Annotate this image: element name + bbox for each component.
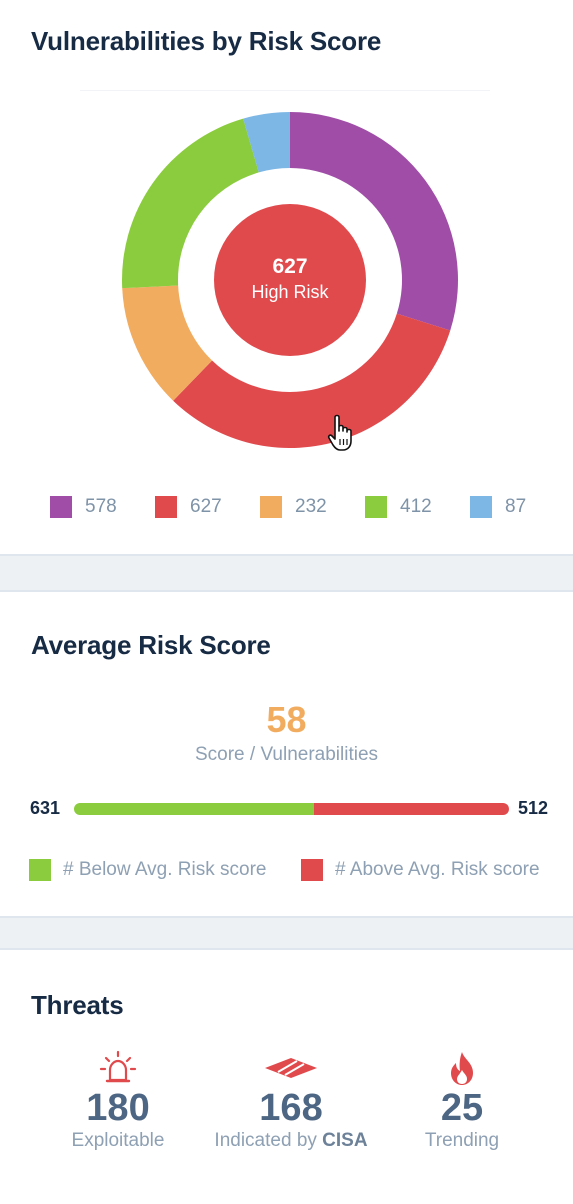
above-avg-label: # Above Avg. Risk score xyxy=(335,859,540,880)
below-avg-label: # Below Avg. Risk score xyxy=(63,859,267,880)
avg-card-title: Average Risk Score xyxy=(31,630,271,660)
legend-below-avg[interactable]: # Below Avg. Risk score xyxy=(29,857,266,883)
legend-item-0[interactable]: 578 xyxy=(50,494,117,520)
legend-item-1[interactable]: 627 xyxy=(155,494,222,520)
donut-slice-1[interactable] xyxy=(173,313,451,448)
threats-card-title: Threats xyxy=(31,990,124,1020)
title-divider xyxy=(80,90,490,91)
donut-slice-3[interactable] xyxy=(122,118,259,289)
threats-card: Threats 180 Exploitable 168 Indicated by… xyxy=(0,948,573,1204)
donut-card-title: Vulnerabilities by Risk Score xyxy=(31,26,382,56)
legend-value: 232 xyxy=(295,496,327,517)
risk-score-donut-chart: 627 High Risk xyxy=(122,112,458,448)
below-avg-swatch xyxy=(29,859,51,881)
donut-slice-0[interactable] xyxy=(290,112,458,331)
average-score-caption: Score / Vulnerabilities xyxy=(194,744,379,765)
trending-label: Trending xyxy=(424,1130,500,1151)
below-avg-count: 631 xyxy=(30,798,61,818)
donut-slice-4[interactable] xyxy=(243,112,290,173)
donut-legend: 578 627 232 412 87 xyxy=(0,494,573,520)
exploitable-label: Exploitable xyxy=(71,1130,165,1151)
cisa-icon xyxy=(265,1058,317,1078)
threat-indicated-by-cisa[interactable]: 168 Indicated by CISA xyxy=(206,1050,376,1152)
hand-pointer-cursor-icon xyxy=(327,414,352,451)
below-avg-bar-segment[interactable] xyxy=(74,803,315,815)
legend-value: 578 xyxy=(85,496,117,517)
legend-above-avg[interactable]: # Above Avg. Risk score xyxy=(301,857,540,883)
risk-split-bar xyxy=(74,803,509,815)
exploitable-count: 180 xyxy=(86,1087,150,1129)
legend-item-3[interactable]: 412 xyxy=(365,494,432,520)
legend-swatch xyxy=(155,496,177,518)
cisa-label: Indicated by CISA xyxy=(206,1130,376,1152)
center-label: High Risk xyxy=(251,282,329,302)
average-score-value: 58 xyxy=(266,699,307,740)
siren-icon xyxy=(99,1050,137,1083)
legend-swatch xyxy=(260,496,282,518)
above-avg-count: 512 xyxy=(518,798,549,818)
flame-icon xyxy=(451,1052,473,1085)
legend-swatch xyxy=(365,496,387,518)
trending-count: 25 xyxy=(440,1087,484,1129)
legend-swatch xyxy=(50,496,72,518)
legend-swatch xyxy=(470,496,492,518)
threat-exploitable[interactable]: 180 Exploitable xyxy=(58,1050,178,1152)
average-risk-score-card: Average Risk Score 58 Score / Vulnerabil… xyxy=(0,590,573,918)
threat-trending[interactable]: 25 Trending xyxy=(402,1050,522,1152)
cisa-label-prefix: Indicated by xyxy=(214,1130,323,1151)
center-high-risk-circle[interactable] xyxy=(214,204,366,356)
vulnerabilities-by-risk-score-card: Vulnerabilities by Risk Score 627 High R… xyxy=(0,0,573,556)
legend-value: 412 xyxy=(400,496,432,517)
legend-value: 87 xyxy=(505,496,527,517)
above-avg-swatch xyxy=(301,859,323,881)
legend-item-2[interactable]: 232 xyxy=(260,494,327,520)
cisa-label-strong: CISA xyxy=(322,1130,368,1151)
legend-value: 627 xyxy=(190,496,222,517)
cisa-count: 168 xyxy=(259,1087,323,1129)
center-value: 627 xyxy=(272,255,307,278)
legend-item-4[interactable]: 87 xyxy=(470,494,526,520)
donut-slice-2[interactable] xyxy=(122,285,213,401)
above-avg-bar-segment[interactable] xyxy=(314,803,509,815)
